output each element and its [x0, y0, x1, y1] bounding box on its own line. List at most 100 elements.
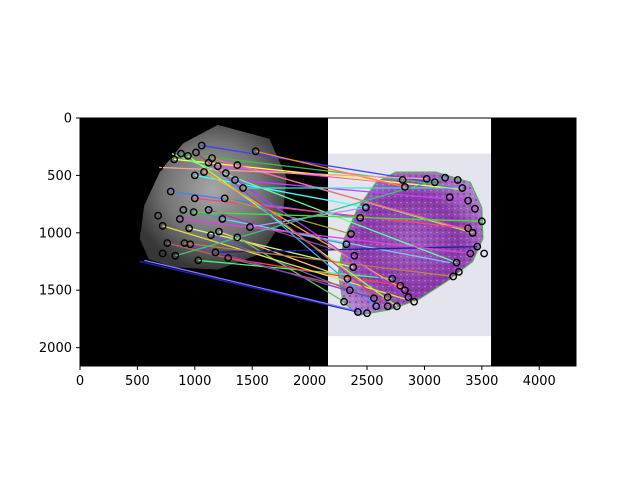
- match-line: [193, 211, 482, 222]
- keypoint-marker: [404, 293, 413, 302]
- keypoint-marker: [177, 149, 185, 158]
- keypoint-marker: [190, 194, 199, 203]
- axes-frame: [79, 117, 577, 367]
- match-line: [215, 245, 478, 253]
- keypoint-marker: [175, 215, 184, 223]
- keypoint-marker: [356, 213, 365, 222]
- keypoint-marker: [155, 163, 164, 172]
- keypoint-marker: [246, 223, 254, 231]
- y-axis: 0 500 1000 1500 2000: [39, 112, 80, 356]
- keypoint-marker: [453, 176, 462, 184]
- keypoint-marker: [204, 205, 213, 214]
- keypoint-marker: [454, 267, 463, 276]
- image-panels: [80, 118, 576, 366]
- keypoint-marker: [473, 242, 482, 251]
- keypoint-marker: [215, 227, 223, 236]
- keypoint-marker: [206, 231, 215, 240]
- keypoint-marker: [396, 281, 405, 290]
- keypoint-marker: [398, 176, 407, 184]
- keypoint-marker: [194, 256, 203, 265]
- x-tick-label: 1000: [178, 374, 211, 389]
- match-line: [201, 144, 432, 183]
- keypoint-marker: [353, 308, 362, 316]
- keypoint-marker: [208, 154, 216, 163]
- keypoint-marker: [361, 203, 370, 212]
- keypoint-marker: [163, 239, 172, 248]
- keypoint-marker: [441, 173, 450, 182]
- keypoint-marker: [213, 162, 222, 171]
- match-line: [190, 243, 375, 299]
- keypoint-marker: [464, 224, 472, 233]
- x-tick-label: 2000: [293, 374, 326, 389]
- keypoint-marker: [372, 302, 381, 311]
- keypoint-marker: [218, 215, 227, 223]
- keypoint-marker: [471, 204, 479, 213]
- match-lines: [139, 144, 482, 314]
- match-line: [224, 197, 352, 235]
- keypoint-marker: [343, 274, 352, 283]
- match-line: [144, 259, 368, 314]
- keypoint-marker: [220, 194, 229, 203]
- keypoint-marker: [392, 302, 401, 311]
- y-tick-label: 0: [64, 112, 72, 127]
- keypoint-marker: [251, 147, 260, 156]
- keypoint-marker: [158, 249, 167, 258]
- keypoint-marker: [422, 174, 431, 183]
- keypoint-marker: [350, 251, 359, 260]
- match-line: [195, 151, 389, 307]
- keypoint-marker: [347, 230, 355, 238]
- keypoint-marker: [233, 233, 242, 242]
- match-line: [234, 179, 469, 202]
- match-line: [179, 218, 471, 255]
- keypoint-marker: [185, 224, 193, 233]
- x-tick-label: 3000: [408, 374, 441, 389]
- x-tick-label: 500: [125, 374, 150, 389]
- x-axis: 0 500 1000 1500 2000 2500 3000 3500 4000: [76, 366, 556, 389]
- keypoint-marker: [468, 228, 477, 237]
- keypoint-marker: [211, 248, 220, 257]
- keypoint-marker: [231, 176, 239, 184]
- match-line: [187, 155, 398, 307]
- keypoint-marker: [452, 258, 461, 267]
- keypoint-marker: [401, 286, 409, 295]
- keypoint-marker: [221, 169, 230, 178]
- keypoint-marker: [233, 161, 242, 169]
- keypoint-marker: [342, 240, 351, 249]
- y-tick-label: 1000: [39, 226, 72, 241]
- keypoint-marker: [458, 184, 467, 192]
- x-tick-label: 1500: [236, 374, 269, 389]
- keypoint-marker: [166, 187, 175, 196]
- keypoints: [154, 141, 489, 318]
- keypoint-marker: [200, 168, 208, 176]
- keypoint-marker: [445, 193, 454, 202]
- keypoint-marker: [239, 184, 247, 192]
- keypoint-marker: [179, 205, 188, 214]
- y-tick-label: 2000: [39, 341, 72, 356]
- keypoint-marker: [192, 148, 200, 157]
- keypoint-marker: [167, 149, 176, 158]
- he-tissue-outline: [337, 171, 484, 317]
- keypoint-marker: [388, 274, 397, 283]
- keypoint-marker: [158, 222, 167, 230]
- match-line: [208, 209, 355, 257]
- keypoint-marker: [171, 251, 180, 260]
- image-panel-black-padding: [491, 118, 576, 366]
- y-tick-label: 500: [47, 169, 72, 184]
- x-tick-label: 2500: [350, 374, 383, 389]
- keypoint-marker: [466, 249, 475, 258]
- match-line: [180, 152, 442, 186]
- keypoint-marker: [345, 286, 354, 295]
- keypoint-marker: [477, 217, 486, 226]
- keypoint-marker: [224, 254, 233, 262]
- match-line: [184, 242, 454, 278]
- he-tissue-texture: [338, 172, 483, 316]
- match-line: [198, 259, 393, 280]
- match-line: [162, 225, 415, 303]
- keypoint-marker: [340, 297, 348, 306]
- keypoint-marker: [370, 294, 378, 303]
- keypoint-marker: [363, 309, 371, 318]
- keypoint-marker: [401, 182, 409, 191]
- x-tick-label: 0: [76, 374, 84, 389]
- match-line: [222, 218, 450, 264]
- keypoint-marker: [430, 178, 439, 187]
